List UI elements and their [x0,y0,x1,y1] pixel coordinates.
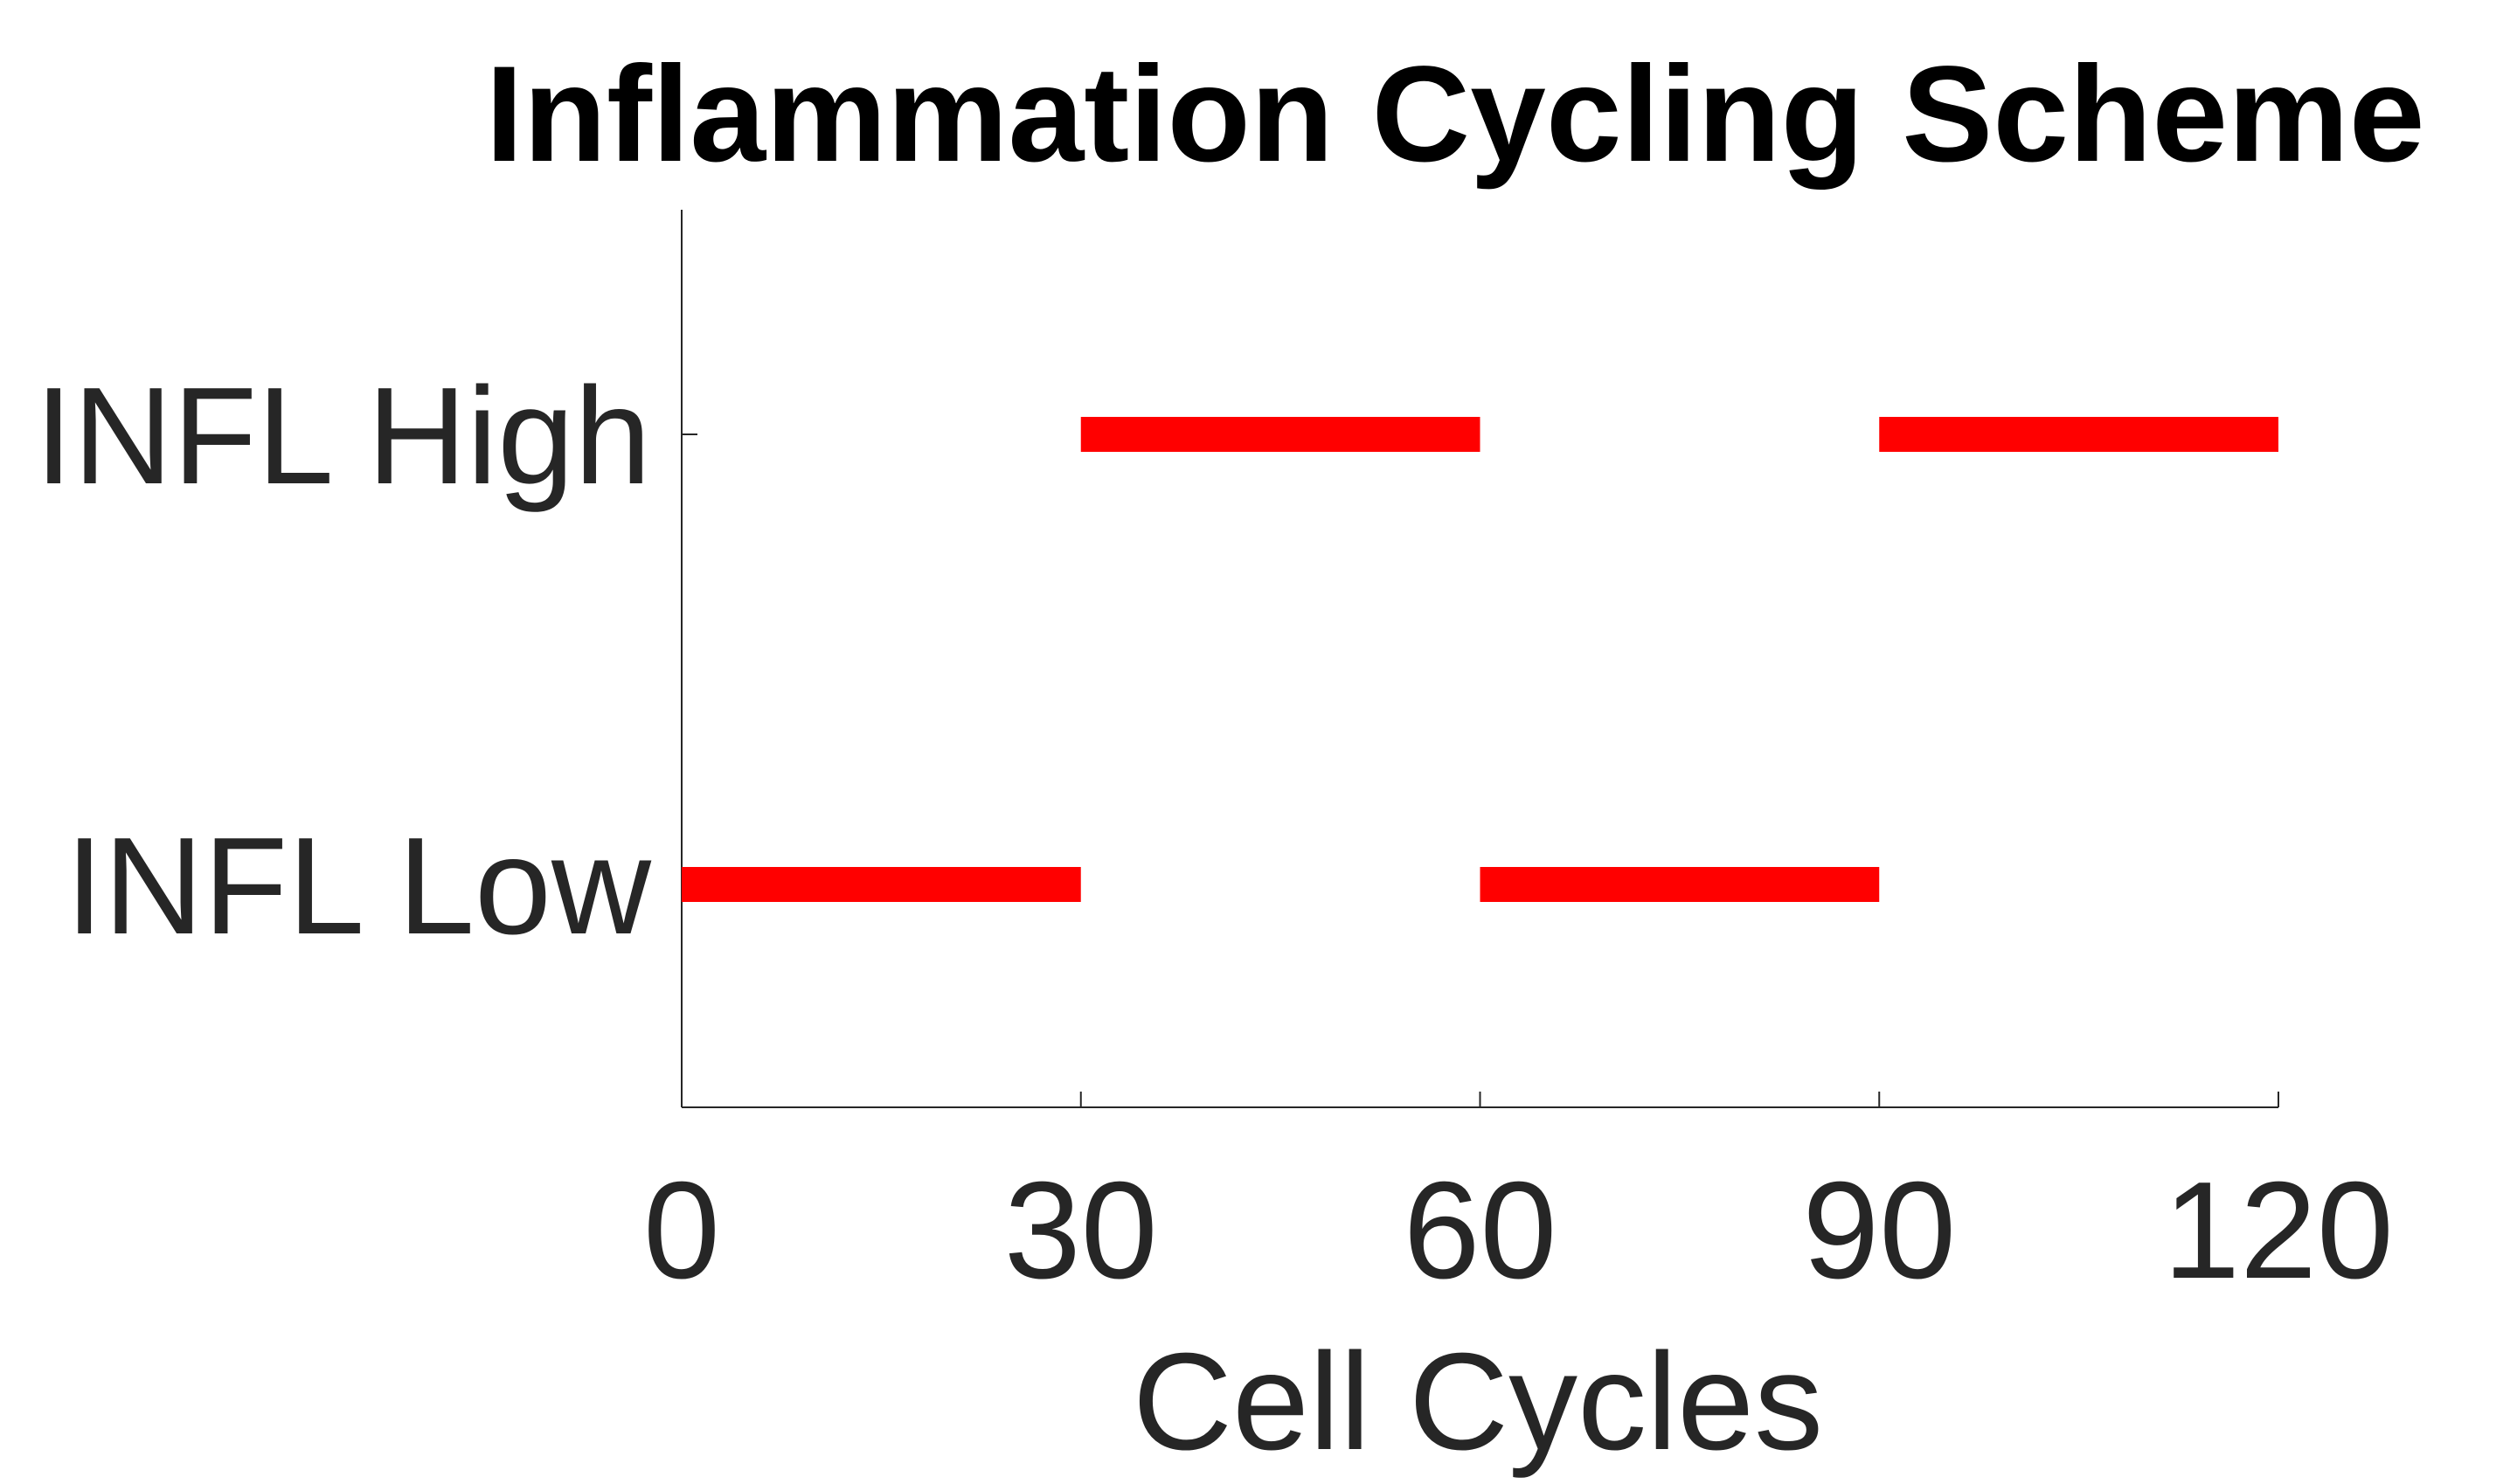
segment-bar [1879,417,2278,452]
x-tick-label: 90 [1802,1154,1956,1307]
axes [681,210,2279,1108]
chart-title: Inflammation Cycling Scheme [485,38,2424,191]
segment-bar [1080,417,1480,452]
segment-bar [1480,867,1880,902]
segments [682,417,2278,902]
x-axis-label: Cell Cycles [1133,1325,1823,1479]
y-category-label: INFL High [35,359,651,513]
x-tick-labels: 0 30 60 90 120 [643,1154,2394,1307]
y-category-labels: INFL Low INFL High [35,359,652,963]
x-tick-label: 120 [2163,1154,2394,1307]
segment-bar [682,867,1081,902]
x-tick-label: 30 [1004,1154,1158,1307]
x-tick-label: 0 [643,1154,720,1307]
x-tick-label: 60 [1404,1154,1557,1307]
y-category-label: INFL Low [66,809,652,963]
